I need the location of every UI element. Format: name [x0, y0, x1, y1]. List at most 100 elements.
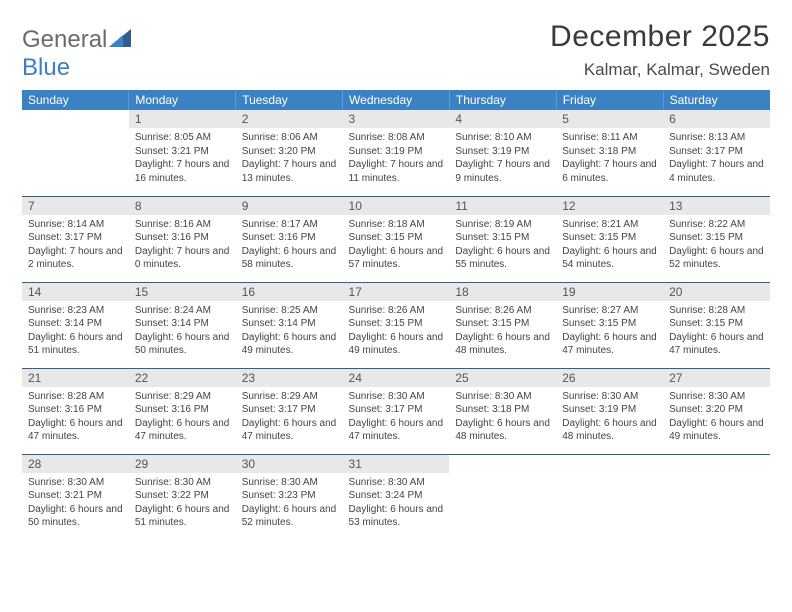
calendar-week-row: 28Sunrise: 8:30 AMSunset: 3:21 PMDayligh…: [22, 454, 770, 540]
sunset-text: Sunset: 3:14 PM: [28, 317, 123, 331]
day-details: Sunrise: 8:18 AMSunset: 3:15 PMDaylight:…: [343, 215, 450, 276]
daylight-text: Daylight: 7 hours and 13 minutes.: [242, 158, 337, 185]
day-number: 7: [22, 197, 129, 215]
calendar-cell: 9Sunrise: 8:17 AMSunset: 3:16 PMDaylight…: [236, 196, 343, 282]
day-details: Sunrise: 8:16 AMSunset: 3:16 PMDaylight:…: [129, 215, 236, 276]
sunrise-text: Sunrise: 8:28 AM: [28, 390, 123, 404]
calendar-cell: 31Sunrise: 8:30 AMSunset: 3:24 PMDayligh…: [343, 454, 450, 540]
sunset-text: Sunset: 3:17 PM: [28, 231, 123, 245]
sunset-text: Sunset: 3:15 PM: [349, 317, 444, 331]
sunrise-text: Sunrise: 8:30 AM: [349, 476, 444, 490]
calendar-cell: 25Sunrise: 8:30 AMSunset: 3:18 PMDayligh…: [449, 368, 556, 454]
calendar-cell: 30Sunrise: 8:30 AMSunset: 3:23 PMDayligh…: [236, 454, 343, 540]
day-number: 28: [22, 455, 129, 473]
logo-word-1: General: [22, 26, 107, 53]
sunrise-text: Sunrise: 8:22 AM: [669, 218, 764, 232]
daylight-text: Daylight: 6 hours and 50 minutes.: [28, 503, 123, 530]
sunrise-text: Sunrise: 8:05 AM: [135, 131, 230, 145]
daylight-text: Daylight: 7 hours and 11 minutes.: [349, 158, 444, 185]
day-number: 27: [663, 369, 770, 387]
day-header: Saturday: [663, 90, 770, 110]
calendar-cell: 20Sunrise: 8:28 AMSunset: 3:15 PMDayligh…: [663, 282, 770, 368]
title-block: December 2025 Kalmar, Kalmar, Sweden: [550, 20, 770, 80]
daylight-text: Daylight: 6 hours and 47 minutes.: [242, 417, 337, 444]
sunrise-text: Sunrise: 8:24 AM: [135, 304, 230, 318]
sunrise-text: Sunrise: 8:18 AM: [349, 218, 444, 232]
sunrise-text: Sunrise: 8:21 AM: [562, 218, 657, 232]
daylight-text: Daylight: 7 hours and 2 minutes.: [28, 245, 123, 272]
day-header: Friday: [556, 90, 663, 110]
daylight-text: Daylight: 6 hours and 49 minutes.: [669, 417, 764, 444]
sunrise-text: Sunrise: 8:11 AM: [562, 131, 657, 145]
day-details: Sunrise: 8:26 AMSunset: 3:15 PMDaylight:…: [343, 301, 450, 362]
sunset-text: Sunset: 3:15 PM: [349, 231, 444, 245]
calendar-cell: 5Sunrise: 8:11 AMSunset: 3:18 PMDaylight…: [556, 110, 663, 196]
calendar-cell: 7Sunrise: 8:14 AMSunset: 3:17 PMDaylight…: [22, 196, 129, 282]
day-details: Sunrise: 8:30 AMSunset: 3:19 PMDaylight:…: [556, 387, 663, 448]
sunset-text: Sunset: 3:24 PM: [349, 489, 444, 503]
day-number: 29: [129, 455, 236, 473]
sunrise-text: Sunrise: 8:17 AM: [242, 218, 337, 232]
sunset-text: Sunset: 3:16 PM: [135, 231, 230, 245]
calendar-cell: 26Sunrise: 8:30 AMSunset: 3:19 PMDayligh…: [556, 368, 663, 454]
day-details: Sunrise: 8:29 AMSunset: 3:16 PMDaylight:…: [129, 387, 236, 448]
sunset-text: Sunset: 3:20 PM: [669, 403, 764, 417]
calendar-cell: 11Sunrise: 8:19 AMSunset: 3:15 PMDayligh…: [449, 196, 556, 282]
daylight-text: Daylight: 6 hours and 47 minutes.: [562, 331, 657, 358]
day-details: Sunrise: 8:22 AMSunset: 3:15 PMDaylight:…: [663, 215, 770, 276]
sunset-text: Sunset: 3:17 PM: [349, 403, 444, 417]
sunset-text: Sunset: 3:17 PM: [669, 145, 764, 159]
calendar-cell: 2Sunrise: 8:06 AMSunset: 3:20 PMDaylight…: [236, 110, 343, 196]
calendar-week-row: 21Sunrise: 8:28 AMSunset: 3:16 PMDayligh…: [22, 368, 770, 454]
sunrise-text: Sunrise: 8:30 AM: [28, 476, 123, 490]
day-details: Sunrise: 8:27 AMSunset: 3:15 PMDaylight:…: [556, 301, 663, 362]
day-details: Sunrise: 8:05 AMSunset: 3:21 PMDaylight:…: [129, 128, 236, 189]
sunset-text: Sunset: 3:15 PM: [455, 231, 550, 245]
day-number: 22: [129, 369, 236, 387]
day-number: 17: [343, 283, 450, 301]
sunset-text: Sunset: 3:17 PM: [242, 403, 337, 417]
day-number: 4: [449, 110, 556, 128]
day-number: 31: [343, 455, 450, 473]
sunrise-text: Sunrise: 8:30 AM: [242, 476, 337, 490]
calendar-cell: 23Sunrise: 8:29 AMSunset: 3:17 PMDayligh…: [236, 368, 343, 454]
daylight-text: Daylight: 6 hours and 52 minutes.: [242, 503, 337, 530]
day-number: 6: [663, 110, 770, 128]
daylight-text: Daylight: 6 hours and 47 minutes.: [349, 417, 444, 444]
sunset-text: Sunset: 3:15 PM: [562, 231, 657, 245]
day-details: Sunrise: 8:19 AMSunset: 3:15 PMDaylight:…: [449, 215, 556, 276]
calendar-week-row: 14Sunrise: 8:23 AMSunset: 3:14 PMDayligh…: [22, 282, 770, 368]
calendar-cell: .: [556, 454, 663, 540]
sunrise-text: Sunrise: 8:30 AM: [455, 390, 550, 404]
sunrise-text: Sunrise: 8:08 AM: [349, 131, 444, 145]
daylight-text: Daylight: 6 hours and 47 minutes.: [669, 331, 764, 358]
sunset-text: Sunset: 3:18 PM: [562, 145, 657, 159]
calendar-week-row: 7Sunrise: 8:14 AMSunset: 3:17 PMDaylight…: [22, 196, 770, 282]
calendar-cell: 22Sunrise: 8:29 AMSunset: 3:16 PMDayligh…: [129, 368, 236, 454]
daylight-text: Daylight: 6 hours and 51 minutes.: [28, 331, 123, 358]
calendar-cell: 12Sunrise: 8:21 AMSunset: 3:15 PMDayligh…: [556, 196, 663, 282]
daylight-text: Daylight: 6 hours and 57 minutes.: [349, 245, 444, 272]
sunrise-text: Sunrise: 8:29 AM: [135, 390, 230, 404]
calendar-cell: 21Sunrise: 8:28 AMSunset: 3:16 PMDayligh…: [22, 368, 129, 454]
day-number: 3: [343, 110, 450, 128]
day-details: Sunrise: 8:29 AMSunset: 3:17 PMDaylight:…: [236, 387, 343, 448]
sunset-text: Sunset: 3:23 PM: [242, 489, 337, 503]
daylight-text: Daylight: 6 hours and 48 minutes.: [455, 417, 550, 444]
calendar-table: Sunday Monday Tuesday Wednesday Thursday…: [22, 90, 770, 540]
day-number: 23: [236, 369, 343, 387]
sunrise-text: Sunrise: 8:06 AM: [242, 131, 337, 145]
day-details: Sunrise: 8:13 AMSunset: 3:17 PMDaylight:…: [663, 128, 770, 189]
daylight-text: Daylight: 6 hours and 52 minutes.: [669, 245, 764, 272]
sunrise-text: Sunrise: 8:26 AM: [455, 304, 550, 318]
sunset-text: Sunset: 3:16 PM: [242, 231, 337, 245]
day-details: Sunrise: 8:24 AMSunset: 3:14 PMDaylight:…: [129, 301, 236, 362]
sunrise-text: Sunrise: 8:10 AM: [455, 131, 550, 145]
sunrise-text: Sunrise: 8:25 AM: [242, 304, 337, 318]
calendar-cell: 13Sunrise: 8:22 AMSunset: 3:15 PMDayligh…: [663, 196, 770, 282]
day-number: 8: [129, 197, 236, 215]
day-number: 12: [556, 197, 663, 215]
day-number: 20: [663, 283, 770, 301]
location-text: Kalmar, Kalmar, Sweden: [550, 60, 770, 80]
calendar-cell: .: [22, 110, 129, 196]
